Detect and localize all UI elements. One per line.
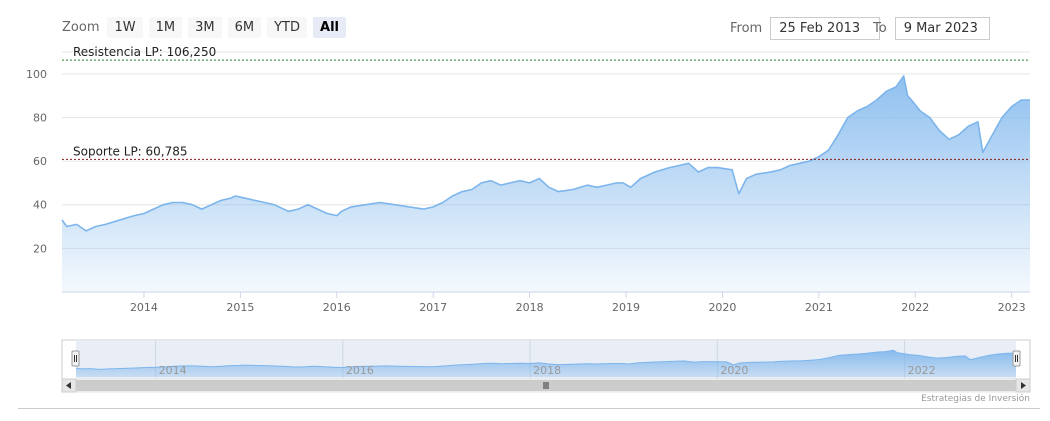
credits-text: Estrategias de Inversión [921, 394, 1030, 404]
scrollbar-grip-icon [543, 382, 549, 389]
zoom-1m-button[interactable]: 1M [148, 17, 183, 38]
plot-area [61, 75, 1030, 292]
x-tick-label: 2016 [323, 301, 351, 314]
navigator-label: 2016 [346, 364, 374, 377]
zoom-toolbar: Zoom 1W 1M 3M 6M YTD All [62, 17, 346, 38]
bottom-divider [18, 408, 1040, 409]
from-label: From [730, 21, 763, 36]
navigator[interactable]: 2014 2016 2018 2020 2022 [61, 339, 1031, 380]
zoom-all-button[interactable]: All [313, 17, 346, 38]
zoom-label: Zoom [62, 20, 100, 35]
y-tick-label: 80 [33, 111, 47, 124]
y-tick-label: 60 [33, 155, 47, 168]
right-arrow-icon [1021, 382, 1026, 389]
series-line [61, 75, 1030, 232]
to-label: To [873, 21, 887, 36]
navigator-left-handle[interactable] [71, 350, 80, 367]
x-tick-label: 2017 [419, 301, 447, 314]
navigator-label: 2014 [159, 364, 187, 377]
to-date-input[interactable]: 9 Mar 2023 [894, 17, 990, 40]
navigator-line [75, 349, 1016, 370]
from-date-input[interactable]: 25 Feb 2013 [770, 17, 881, 40]
navigator-label: 2018 [533, 364, 561, 377]
to-range: To 9 Mar 2023 [873, 17, 990, 40]
navigator-labels: 2014 2016 2018 2020 2022 [159, 364, 936, 377]
x-tick-label: 2019 [612, 301, 640, 314]
zoom-6m-button[interactable]: 6M [227, 17, 262, 38]
zoom-ytd-button[interactable]: YTD [267, 17, 308, 38]
navigator-label: 2022 [908, 364, 936, 377]
left-arrow-icon [66, 382, 71, 389]
support-label: Soporte LP: 60,785 [73, 144, 188, 158]
x-tick-label: 2020 [708, 301, 736, 314]
y-tick-label: 40 [33, 199, 47, 212]
y-tick-label: 20 [33, 242, 47, 255]
from-range: From 25 Feb 2013 [730, 17, 881, 40]
y-tick-label: 100 [26, 68, 47, 81]
zoom-3m-button[interactable]: 3M [188, 17, 222, 38]
annotation-lines: Resistencia LP: 106,250 Soporte LP: 60,78… [62, 45, 1030, 160]
navigator-label: 2020 [720, 364, 748, 377]
navigator-right-handle[interactable] [1012, 350, 1021, 367]
x-axis-labels: 2014 2015 2016 2017 2018 2019 2020 2021 2022 2023 [130, 292, 1026, 314]
x-tick-label: 2015 [226, 301, 254, 314]
series-area [62, 76, 1030, 292]
x-tick-label: 2018 [516, 301, 544, 314]
y-axis-labels: 20 40 60 80 100 [26, 68, 47, 256]
zoom-1w-button[interactable]: 1W [107, 17, 143, 38]
scrollbar[interactable] [61, 378, 1031, 393]
resistance-label: Resistencia LP: 106,250 [73, 45, 216, 59]
navigator-area [76, 350, 1016, 377]
navigator-series [75, 349, 1016, 377]
x-tick-label: 2021 [805, 301, 833, 314]
x-tick-label: 2023 [998, 301, 1026, 314]
x-tick-label: 2022 [901, 301, 929, 314]
x-tick-label: 2014 [130, 301, 158, 314]
